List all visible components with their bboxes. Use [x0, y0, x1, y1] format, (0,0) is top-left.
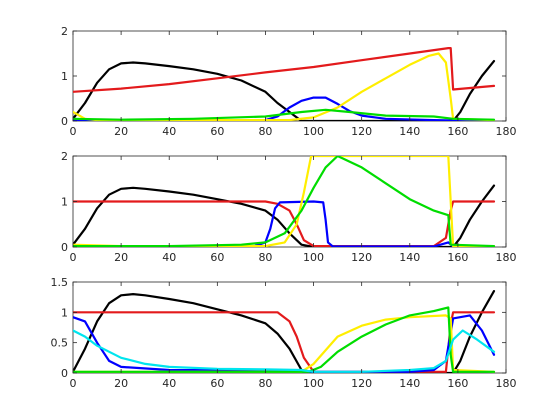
series-line-4 — [73, 156, 496, 247]
y-tick-label: 2 — [61, 150, 68, 163]
y-tick-label: 1 — [61, 196, 68, 209]
subplot-3: 0 20 40 60 80 100 120 140 160 180 0 0.5 1 1.5 — [51, 276, 517, 390]
series-line-5 — [73, 156, 496, 247]
series-line-6 — [73, 329, 496, 373]
axes-frame — [72, 30, 507, 122]
x-tick-label: 20 — [114, 377, 128, 390]
x-tick-label: 120 — [351, 377, 372, 390]
x-tick-label: 100 — [303, 125, 324, 138]
x-tick-label: 160 — [447, 377, 468, 390]
y-tick-label: 2 — [61, 25, 68, 38]
x-tick-label: 180 — [496, 125, 517, 138]
x-tick-label: 80 — [258, 251, 272, 264]
x-tick-label: 140 — [399, 377, 420, 390]
x-tick-label: 140 — [399, 251, 420, 264]
x-tick-label: 120 — [351, 125, 372, 138]
x-tick-label: 160 — [447, 251, 468, 264]
x-tick-label: 80 — [258, 125, 272, 138]
x-tick-label: 140 — [399, 125, 420, 138]
series-line-1 — [73, 184, 496, 247]
x-tick-label: 40 — [162, 251, 176, 264]
subplot-2: 0 20 40 60 80 100 120 140 160 180 0 1 2 — [61, 150, 517, 264]
series-line-2 — [73, 311, 496, 373]
series-line-1 — [73, 60, 496, 121]
y-tick-label: 1 — [61, 306, 68, 319]
x-tick-label: 0 — [70, 251, 77, 264]
series-line-2 — [73, 47, 496, 93]
y-tick-label: 0 — [61, 367, 68, 380]
series-line-1 — [73, 290, 496, 373]
x-tick-label: 120 — [351, 251, 372, 264]
x-tick-label: 100 — [303, 377, 324, 390]
x-tick-label: 160 — [447, 125, 468, 138]
x-tick-label: 60 — [210, 251, 224, 264]
series-line-5 — [73, 306, 496, 373]
x-tick-label: 40 — [162, 377, 176, 390]
x-tick-label: 0 — [70, 377, 77, 390]
series-group — [73, 290, 496, 373]
x-tick-label: 20 — [114, 251, 128, 264]
x-tick-label: 100 — [303, 251, 324, 264]
x-tick-label: 20 — [114, 125, 128, 138]
series-group — [73, 156, 496, 247]
x-tick-label: 180 — [496, 251, 517, 264]
x-tick-label: 60 — [210, 377, 224, 390]
series-line-3 — [73, 200, 496, 247]
axes-frame — [72, 281, 507, 374]
x-tick-label: 60 — [210, 125, 224, 138]
y-tick-label: 1.5 — [51, 276, 69, 289]
y-tick-label: 1 — [61, 70, 68, 83]
x-tick-label: 180 — [496, 377, 517, 390]
series-line-4 — [73, 314, 496, 373]
x-tick-label: 0 — [70, 125, 77, 138]
x-tick-label: 80 — [258, 377, 272, 390]
x-tick-label: 40 — [162, 125, 176, 138]
y-tick-label: 0 — [61, 115, 68, 128]
y-tick-label: 0 — [61, 241, 68, 254]
y-tick-label: 0.5 — [51, 337, 69, 350]
subplot-1: 0 20 40 60 80 100 120 140 160 180 0 1 2 — [61, 25, 517, 138]
